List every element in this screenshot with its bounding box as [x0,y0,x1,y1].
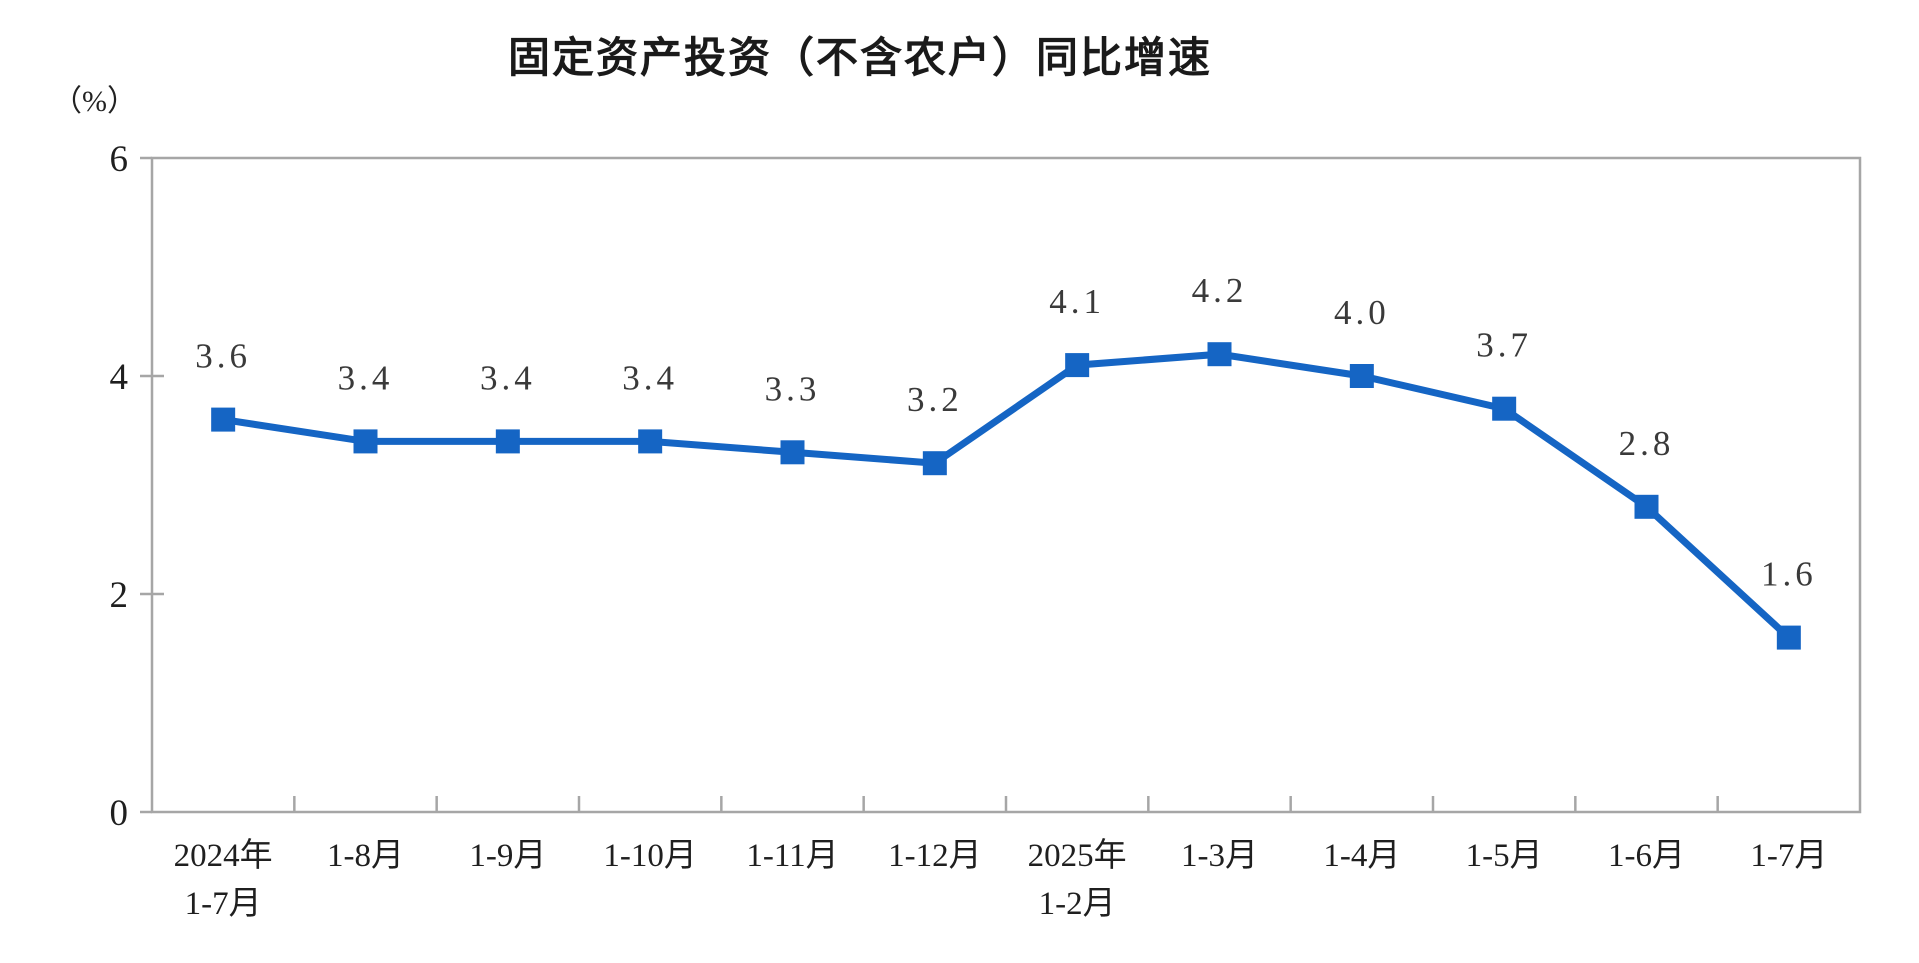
data-point-marker [353,429,378,454]
y-axis-tick-label: 2 [110,575,129,616]
data-point-marker [1349,364,1374,388]
x-axis-label: 1-3月 [1181,838,1258,874]
x-axis-label: 1-5月 [1466,838,1543,874]
x-axis-label: 2025年 1-2月 [1028,837,1127,922]
data-point-marker [1065,353,1090,378]
data-point-label: 3.7 [1476,326,1532,365]
data-point-marker [1634,494,1659,519]
data-point-label: 4.1 [1049,282,1105,321]
data-point-label: 3.2 [907,380,963,419]
x-axis-label: 1-11月 [746,838,838,874]
data-point-marker [638,429,663,454]
data-point-marker [780,440,805,465]
data-point-marker [495,429,520,454]
y-axis-tick-label: 4 [110,357,129,398]
data-point-marker [1776,625,1801,650]
x-axis-label: 1-7月 [1750,838,1827,874]
plot-area-border [150,156,1862,814]
x-axis-label: 1-8月 [327,838,404,874]
data-point-label: 4.2 [1192,271,1248,310]
data-point-label: 3.4 [480,358,536,397]
x-axis-label: 1-12月 [888,838,982,874]
series-line [222,350,1792,641]
data-point-marker [211,407,236,432]
x-axis-label: 1-9月 [469,838,546,874]
data-point-label: 3.3 [765,369,821,408]
data-point-label: 1.6 [1761,555,1817,594]
data-point-label: 3.4 [338,358,394,397]
y-axis-unit-label: （%） [52,85,137,118]
data-point-marker [1492,396,1517,421]
data-point-label: 3.6 [195,337,251,376]
x-axis-label: 2024年 1-7月 [174,837,273,922]
data-point-label: 3.4 [622,358,678,397]
data-point-label: 2.8 [1619,424,1675,463]
data-point-marker [1207,342,1232,367]
chart-title: 固定资产投资（不含农户）同比增速 [507,34,1212,81]
x-axis-label: 1-4月 [1323,838,1400,874]
y-axis-tick-label: 6 [110,139,129,180]
x-axis-label: 1-10月 [603,838,697,874]
x-axis-label: 1-6月 [1608,838,1685,874]
data-point-label: 4.0 [1334,293,1390,332]
y-axis-tick-label: 0 [110,793,129,834]
data-point-marker [922,451,947,476]
